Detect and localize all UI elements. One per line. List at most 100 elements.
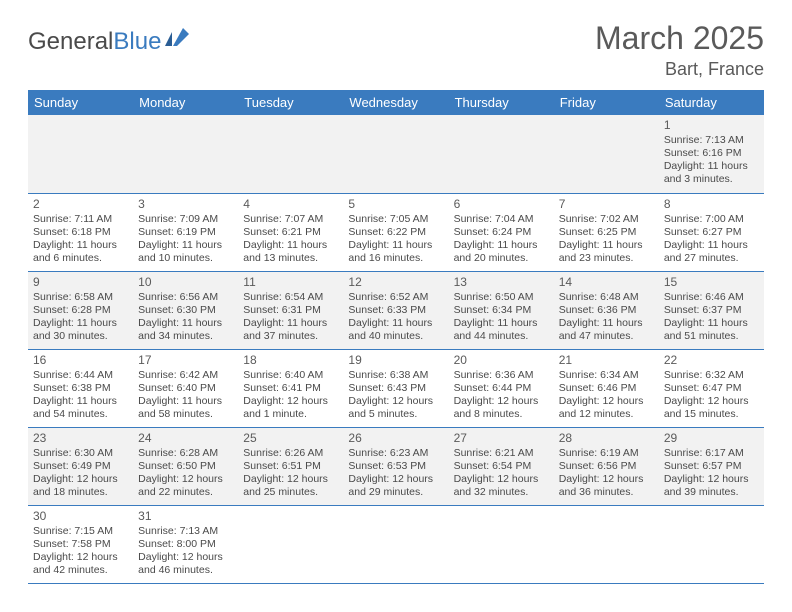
day-number: 23	[33, 431, 128, 446]
daylight-line: Daylight: 12 hours and 29 minutes.	[348, 473, 443, 499]
day-number: 6	[454, 197, 549, 212]
calendar-day-cell: 13Sunrise: 6:50 AMSunset: 6:34 PMDayligh…	[449, 271, 554, 349]
weekday-header: Wednesday	[343, 90, 448, 115]
calendar-day-cell	[343, 505, 448, 583]
calendar-day-cell	[133, 115, 238, 193]
daylight-line: Daylight: 11 hours and 47 minutes.	[559, 317, 654, 343]
weekday-header: Friday	[554, 90, 659, 115]
daylight-line: Daylight: 12 hours and 8 minutes.	[454, 395, 549, 421]
calendar-day-cell	[554, 115, 659, 193]
calendar-day-cell	[449, 505, 554, 583]
daylight-line: Daylight: 11 hours and 13 minutes.	[243, 239, 338, 265]
calendar-day-cell: 12Sunrise: 6:52 AMSunset: 6:33 PMDayligh…	[343, 271, 448, 349]
day-number: 15	[664, 275, 759, 290]
daylight-line: Daylight: 11 hours and 20 minutes.	[454, 239, 549, 265]
day-number: 29	[664, 431, 759, 446]
calendar-day-cell: 18Sunrise: 6:40 AMSunset: 6:41 PMDayligh…	[238, 349, 343, 427]
daylight-line: Daylight: 12 hours and 36 minutes.	[559, 473, 654, 499]
sunset-line: Sunset: 6:40 PM	[138, 382, 233, 395]
calendar-day-cell: 27Sunrise: 6:21 AMSunset: 6:54 PMDayligh…	[449, 427, 554, 505]
day-number: 27	[454, 431, 549, 446]
day-number: 2	[33, 197, 128, 212]
calendar-day-cell: 29Sunrise: 6:17 AMSunset: 6:57 PMDayligh…	[659, 427, 764, 505]
logo: GeneralBlue	[28, 28, 191, 56]
sunrise-line: Sunrise: 7:15 AM	[33, 525, 128, 538]
sunset-line: Sunset: 6:28 PM	[33, 304, 128, 317]
sunset-line: Sunset: 6:47 PM	[664, 382, 759, 395]
sunrise-line: Sunrise: 7:09 AM	[138, 213, 233, 226]
daylight-line: Daylight: 12 hours and 32 minutes.	[454, 473, 549, 499]
sunrise-line: Sunrise: 6:23 AM	[348, 447, 443, 460]
daylight-line: Daylight: 11 hours and 34 minutes.	[138, 317, 233, 343]
daylight-line: Daylight: 11 hours and 51 minutes.	[664, 317, 759, 343]
day-number: 16	[33, 353, 128, 368]
weekday-header: Sunday	[28, 90, 133, 115]
sunset-line: Sunset: 6:33 PM	[348, 304, 443, 317]
sunset-line: Sunset: 6:38 PM	[33, 382, 128, 395]
day-number: 8	[664, 197, 759, 212]
calendar-day-cell: 21Sunrise: 6:34 AMSunset: 6:46 PMDayligh…	[554, 349, 659, 427]
sunrise-line: Sunrise: 7:11 AM	[33, 213, 128, 226]
sunset-line: Sunset: 6:18 PM	[33, 226, 128, 239]
calendar-day-cell: 2Sunrise: 7:11 AMSunset: 6:18 PMDaylight…	[28, 193, 133, 271]
sunset-line: Sunset: 6:25 PM	[559, 226, 654, 239]
sunrise-line: Sunrise: 6:56 AM	[138, 291, 233, 304]
sunrise-line: Sunrise: 6:38 AM	[348, 369, 443, 382]
weekday-header: Saturday	[659, 90, 764, 115]
weekday-header: Monday	[133, 90, 238, 115]
day-number: 19	[348, 353, 443, 368]
sunset-line: Sunset: 6:19 PM	[138, 226, 233, 239]
calendar-day-cell	[343, 115, 448, 193]
sunrise-line: Sunrise: 7:04 AM	[454, 213, 549, 226]
calendar-day-cell: 17Sunrise: 6:42 AMSunset: 6:40 PMDayligh…	[133, 349, 238, 427]
weekday-header: Thursday	[449, 90, 554, 115]
sunset-line: Sunset: 6:36 PM	[559, 304, 654, 317]
calendar-day-cell: 11Sunrise: 6:54 AMSunset: 6:31 PMDayligh…	[238, 271, 343, 349]
calendar-day-cell: 25Sunrise: 6:26 AMSunset: 6:51 PMDayligh…	[238, 427, 343, 505]
sunset-line: Sunset: 6:56 PM	[559, 460, 654, 473]
sunrise-line: Sunrise: 6:54 AM	[243, 291, 338, 304]
calendar-day-cell	[238, 505, 343, 583]
day-number: 18	[243, 353, 338, 368]
sunset-line: Sunset: 6:16 PM	[664, 147, 759, 160]
daylight-line: Daylight: 11 hours and 30 minutes.	[33, 317, 128, 343]
calendar-day-cell: 28Sunrise: 6:19 AMSunset: 6:56 PMDayligh…	[554, 427, 659, 505]
weekday-header-row: Sunday Monday Tuesday Wednesday Thursday…	[28, 90, 764, 115]
daylight-line: Daylight: 12 hours and 46 minutes.	[138, 551, 233, 577]
calendar-week-row: 23Sunrise: 6:30 AMSunset: 6:49 PMDayligh…	[28, 427, 764, 505]
sunset-line: Sunset: 6:37 PM	[664, 304, 759, 317]
day-number: 1	[664, 118, 759, 133]
calendar-day-cell: 15Sunrise: 6:46 AMSunset: 6:37 PMDayligh…	[659, 271, 764, 349]
day-number: 30	[33, 509, 128, 524]
logo-flag-icon	[165, 27, 191, 55]
sunset-line: Sunset: 6:24 PM	[454, 226, 549, 239]
sunrise-line: Sunrise: 6:36 AM	[454, 369, 549, 382]
daylight-line: Daylight: 12 hours and 1 minute.	[243, 395, 338, 421]
day-number: 28	[559, 431, 654, 446]
sunset-line: Sunset: 6:51 PM	[243, 460, 338, 473]
sunrise-line: Sunrise: 6:19 AM	[559, 447, 654, 460]
sunrise-line: Sunrise: 6:17 AM	[664, 447, 759, 460]
sunrise-line: Sunrise: 6:30 AM	[33, 447, 128, 460]
sunrise-line: Sunrise: 6:50 AM	[454, 291, 549, 304]
calendar-day-cell: 8Sunrise: 7:00 AMSunset: 6:27 PMDaylight…	[659, 193, 764, 271]
daylight-line: Daylight: 12 hours and 18 minutes.	[33, 473, 128, 499]
calendar-day-cell: 26Sunrise: 6:23 AMSunset: 6:53 PMDayligh…	[343, 427, 448, 505]
sunset-line: Sunset: 6:27 PM	[664, 226, 759, 239]
daylight-line: Daylight: 12 hours and 25 minutes.	[243, 473, 338, 499]
calendar-week-row: 1Sunrise: 7:13 AMSunset: 6:16 PMDaylight…	[28, 115, 764, 193]
daylight-line: Daylight: 12 hours and 39 minutes.	[664, 473, 759, 499]
day-number: 5	[348, 197, 443, 212]
daylight-line: Daylight: 12 hours and 12 minutes.	[559, 395, 654, 421]
calendar-day-cell: 23Sunrise: 6:30 AMSunset: 6:49 PMDayligh…	[28, 427, 133, 505]
sunset-line: Sunset: 6:46 PM	[559, 382, 654, 395]
calendar-day-cell	[659, 505, 764, 583]
title-block: March 2025 Bart, France	[595, 20, 764, 80]
day-number: 22	[664, 353, 759, 368]
sunset-line: Sunset: 6:54 PM	[454, 460, 549, 473]
calendar-day-cell: 16Sunrise: 6:44 AMSunset: 6:38 PMDayligh…	[28, 349, 133, 427]
sunrise-line: Sunrise: 6:44 AM	[33, 369, 128, 382]
day-number: 9	[33, 275, 128, 290]
sunrise-line: Sunrise: 6:42 AM	[138, 369, 233, 382]
sunrise-line: Sunrise: 6:26 AM	[243, 447, 338, 460]
